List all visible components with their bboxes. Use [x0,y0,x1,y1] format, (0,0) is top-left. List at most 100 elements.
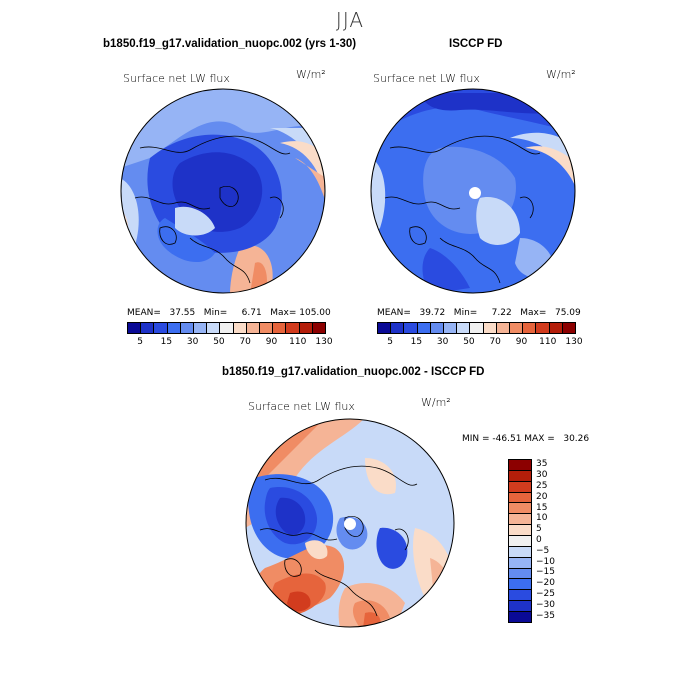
colorbar-swatch [510,323,524,333]
variable-label-obs: Surface net LW flux [373,72,480,85]
polar-map-model [120,88,326,294]
contour-region-blue [376,527,408,569]
colorbar-swatch [523,323,537,333]
colorbar-tick-label: 70 [489,337,501,347]
colorbar-swatch [509,481,531,493]
pole-gap [469,187,481,199]
polar-map-obs [370,88,576,294]
colorbar-swatch [273,323,287,333]
colorbar-tick-label: −15 [536,567,555,578]
colorbar-tick-label: 30 [186,337,199,347]
coastlines [384,135,541,284]
colorbar-swatch [246,323,261,333]
colorbar-tick-label: 35 [536,459,548,470]
colorbar-swatch [417,323,431,333]
contour-region-light-orange [295,158,325,203]
colorbar-diff [508,459,532,623]
colorbar-swatch [286,323,300,333]
colorbar-tick-label: 10 [536,513,548,524]
colorbar-swatch [509,503,531,515]
colorbar-swatch [141,323,155,333]
colorbar-tick-label: 0 [536,535,542,545]
stats-model: MEAN= 37.55 Min= 6.71 Max= 105.00 [127,308,331,318]
colorbar-swatch [154,323,168,333]
colorbar-swatch [549,323,563,333]
colorbar-swatch [180,323,195,333]
contour-region-deep-blue [275,497,306,535]
colorbar-swatch [509,470,531,482]
colorbar-tick-label: 90 [265,337,278,347]
colorbar-tick-label: 50 [463,337,475,347]
colorbar-tick-label: 90 [515,337,528,347]
colorbar-swatch [233,323,247,333]
colorbar-tick-label: 50 [213,337,225,347]
colorbar-tick-label: 5 [536,524,542,535]
colorbar-swatch [128,323,142,333]
colorbar-swatch [536,323,550,333]
polar-map-diff [245,418,455,628]
colorbar-tick-label: 25 [536,481,548,491]
contour-region-very-pale-blue [510,132,575,178]
colorbar-tick-label: −5 [536,545,550,556]
colorbar-swatch [470,323,484,333]
colorbar-tick-label: 110 [289,337,307,347]
colorbar-tick-label: 5 [387,337,393,347]
season-title: JJA [335,8,365,32]
colorbar-swatch [509,460,531,471]
contour-region-very-pale-blue [476,197,520,245]
colorbar-swatch [457,323,471,333]
colorbar-swatch [509,579,531,591]
contour-region-pale-orange [280,141,325,198]
colorbar-swatch [430,323,445,333]
coastlines [134,135,291,284]
colorbar-swatch [509,514,531,526]
colorbar-swatch [509,590,531,602]
panel-title-model: b1850.f19_g17.validation_nuopc.002 (yrs … [103,38,357,50]
colorbar-swatch [496,323,511,333]
panel-title-obs: ISCCP FD [449,38,503,50]
colorbar-swatch [299,323,313,333]
colorbar-model [127,322,326,334]
colorbar-swatch [312,323,326,333]
coastlines [259,465,418,617]
colorbar-tick-label: 15 [410,337,423,347]
colorbar-tick-label: −25 [536,589,555,599]
contour-region-pale-blue [121,89,325,168]
colorbar-swatch [194,323,208,333]
colorbar-obs [377,322,576,334]
colorbar-tick-label: −35 [536,610,555,621]
stats-diff: MIN = -46.51 MAX = 30.26 [462,434,590,444]
colorbar-tick-label: 5 [137,337,143,347]
colorbar-tick-label: 15 [536,502,548,513]
contour-region-very-pale-blue [410,468,454,528]
colorbar-swatch [391,323,405,333]
contour-region-pale-orange [305,540,328,560]
pole-gap [344,518,356,530]
panel-title-diff: b1850.f19_g17.validation_nuopc.002 - ISC… [222,366,485,378]
contour-region-red [287,591,311,612]
units-label-obs: W/m² [546,68,576,81]
colorbar-tick-label: 15 [160,337,173,347]
colorbar-tick-label: 20 [536,491,548,502]
colorbar-swatch [220,323,234,333]
colorbar-tick-label: 110 [539,337,557,347]
colorbar-swatch [509,546,531,558]
units-label-model: W/m² [296,68,326,81]
colorbar-swatch [404,323,418,333]
contour-region-pale-orange [525,146,575,188]
colorbar-swatch [444,323,458,333]
colorbar-tick-label: −30 [536,599,555,610]
colorbar-swatch [562,323,576,333]
colorbar-tick-label: 130 [565,337,583,347]
colorbar-tick-label: 130 [315,337,333,347]
contour-region-very-pale-blue [175,206,215,236]
colorbar-swatch [509,525,531,537]
variable-label-diff: Surface net LW flux [248,400,355,413]
colorbar-tick-label: −10 [536,556,555,567]
stats-obs: MEAN= 39.72 Min= 7.22 Max= 75.09 [377,308,581,318]
colorbar-swatch [509,568,531,580]
colorbar-tick-label: −20 [536,578,555,589]
variable-label-model: Surface net LW flux [123,72,230,85]
colorbar-tick-label: 30 [436,337,449,347]
colorbar-swatch [509,601,531,613]
